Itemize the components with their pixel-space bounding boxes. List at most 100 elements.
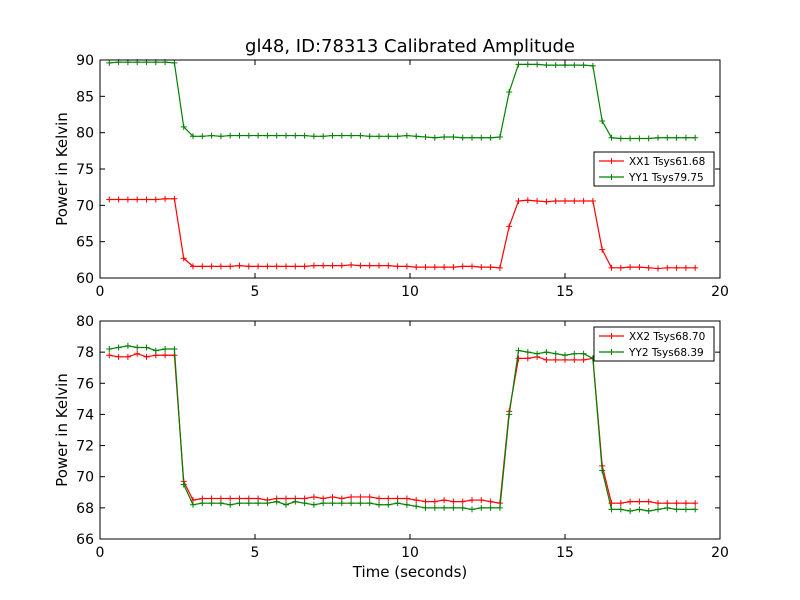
data-point-marker	[599, 246, 606, 253]
data-point-marker	[106, 59, 113, 66]
data-point-marker	[515, 347, 522, 354]
data-point-marker	[227, 132, 234, 139]
data-point-marker	[682, 500, 689, 507]
data-point-marker	[236, 500, 243, 507]
data-point-marker	[422, 264, 429, 271]
data-point-marker	[171, 346, 178, 353]
data-point-marker	[273, 132, 280, 139]
data-point-marker	[469, 497, 475, 504]
data-point-marker	[338, 262, 345, 269]
legend-marker	[608, 174, 615, 180]
data-point-marker	[376, 262, 382, 269]
data-point-marker	[515, 355, 522, 362]
x-axis-label: Time (seconds)	[352, 563, 468, 581]
data-point-marker	[431, 264, 438, 271]
data-point-marker	[124, 353, 131, 360]
data-point-marker	[431, 504, 438, 511]
data-point-marker	[124, 196, 131, 203]
data-point-marker	[441, 264, 448, 271]
data-point-marker	[655, 265, 661, 272]
data-point-marker	[227, 495, 234, 502]
data-point-marker	[543, 349, 550, 356]
data-point-marker	[422, 134, 429, 141]
y-tick-label: 72	[76, 439, 94, 455]
legend-marker	[608, 349, 615, 355]
legend-entry-label: YY1 Tsys79.75	[628, 172, 704, 184]
x-tick-label: 5	[251, 545, 260, 561]
data-point-marker	[608, 264, 615, 271]
data-point-marker	[617, 264, 624, 271]
data-point-marker	[450, 498, 457, 505]
data-point-marker	[441, 504, 448, 511]
data-point-marker	[171, 195, 178, 202]
data-point-marker	[571, 197, 578, 204]
data-point-marker	[673, 264, 680, 271]
data-point-marker	[199, 263, 206, 270]
data-point-marker	[320, 133, 327, 140]
data-point-marker	[617, 506, 624, 513]
data-point-marker	[496, 264, 503, 271]
data-point-marker	[152, 347, 159, 354]
y-tick-label: 60	[76, 271, 94, 287]
data-point-marker	[608, 506, 615, 513]
data-point-marker	[506, 223, 513, 230]
data-point-marker	[506, 411, 513, 418]
data-point-marker	[329, 132, 336, 139]
data-point-marker	[682, 506, 689, 513]
data-point-marker	[348, 500, 355, 507]
data-point-marker	[199, 500, 206, 507]
data-point-marker	[376, 133, 382, 140]
data-point-marker	[310, 133, 317, 140]
data-point-marker	[627, 135, 634, 142]
data-point-marker	[264, 132, 271, 139]
data-point-marker	[692, 506, 699, 513]
data-point-marker	[543, 62, 550, 69]
data-point-marker	[106, 346, 113, 353]
data-point-marker	[599, 467, 606, 474]
data-point-marker	[431, 498, 438, 505]
data-point-marker	[329, 493, 336, 500]
data-point-marker	[180, 481, 187, 488]
data-point-marker	[162, 352, 169, 359]
data-point-marker	[655, 134, 661, 141]
data-point-marker	[450, 504, 457, 511]
data-point-marker	[450, 264, 457, 271]
data-point-marker	[301, 132, 308, 139]
data-point-marker	[357, 262, 364, 269]
data-point-marker	[292, 263, 299, 270]
data-point-marker	[283, 263, 289, 270]
y-tick-label: 85	[76, 89, 94, 105]
data-point-marker	[636, 506, 643, 513]
y-tick-label: 66	[76, 532, 94, 548]
upper-y-axis-label: Power in Kelvin	[53, 112, 71, 226]
data-point-marker	[413, 503, 420, 510]
data-point-marker	[543, 198, 550, 205]
data-point-marker	[524, 349, 531, 356]
upper-legend: XX1 Tsys61.68 YY1 Tsys79.75	[593, 151, 715, 187]
data-point-marker	[496, 134, 503, 141]
data-point-marker	[469, 263, 475, 270]
data-point-marker	[487, 504, 494, 511]
data-point-marker	[357, 493, 364, 500]
data-point-marker	[255, 263, 262, 270]
lower-legend: XX2 Tsys68.70 YY2 Tsys68.39	[593, 326, 715, 362]
data-point-marker	[469, 506, 475, 513]
data-point-marker	[208, 132, 215, 139]
data-point-marker	[227, 501, 234, 508]
data-point-marker	[310, 493, 317, 500]
data-point-marker	[190, 133, 196, 140]
data-point-marker	[673, 134, 680, 141]
data-point-marker	[534, 350, 541, 357]
data-point-marker	[645, 498, 652, 505]
data-point-marker	[338, 500, 345, 507]
data-point-marker	[487, 498, 494, 505]
data-point-marker	[534, 61, 541, 68]
data-point-marker	[348, 493, 355, 500]
data-point-marker	[264, 263, 271, 270]
data-point-marker	[673, 506, 680, 513]
data-point-marker	[255, 132, 262, 139]
data-point-marker	[534, 197, 541, 204]
legend-box	[593, 326, 715, 362]
data-point-marker	[459, 263, 466, 270]
data-point-marker	[115, 353, 122, 360]
